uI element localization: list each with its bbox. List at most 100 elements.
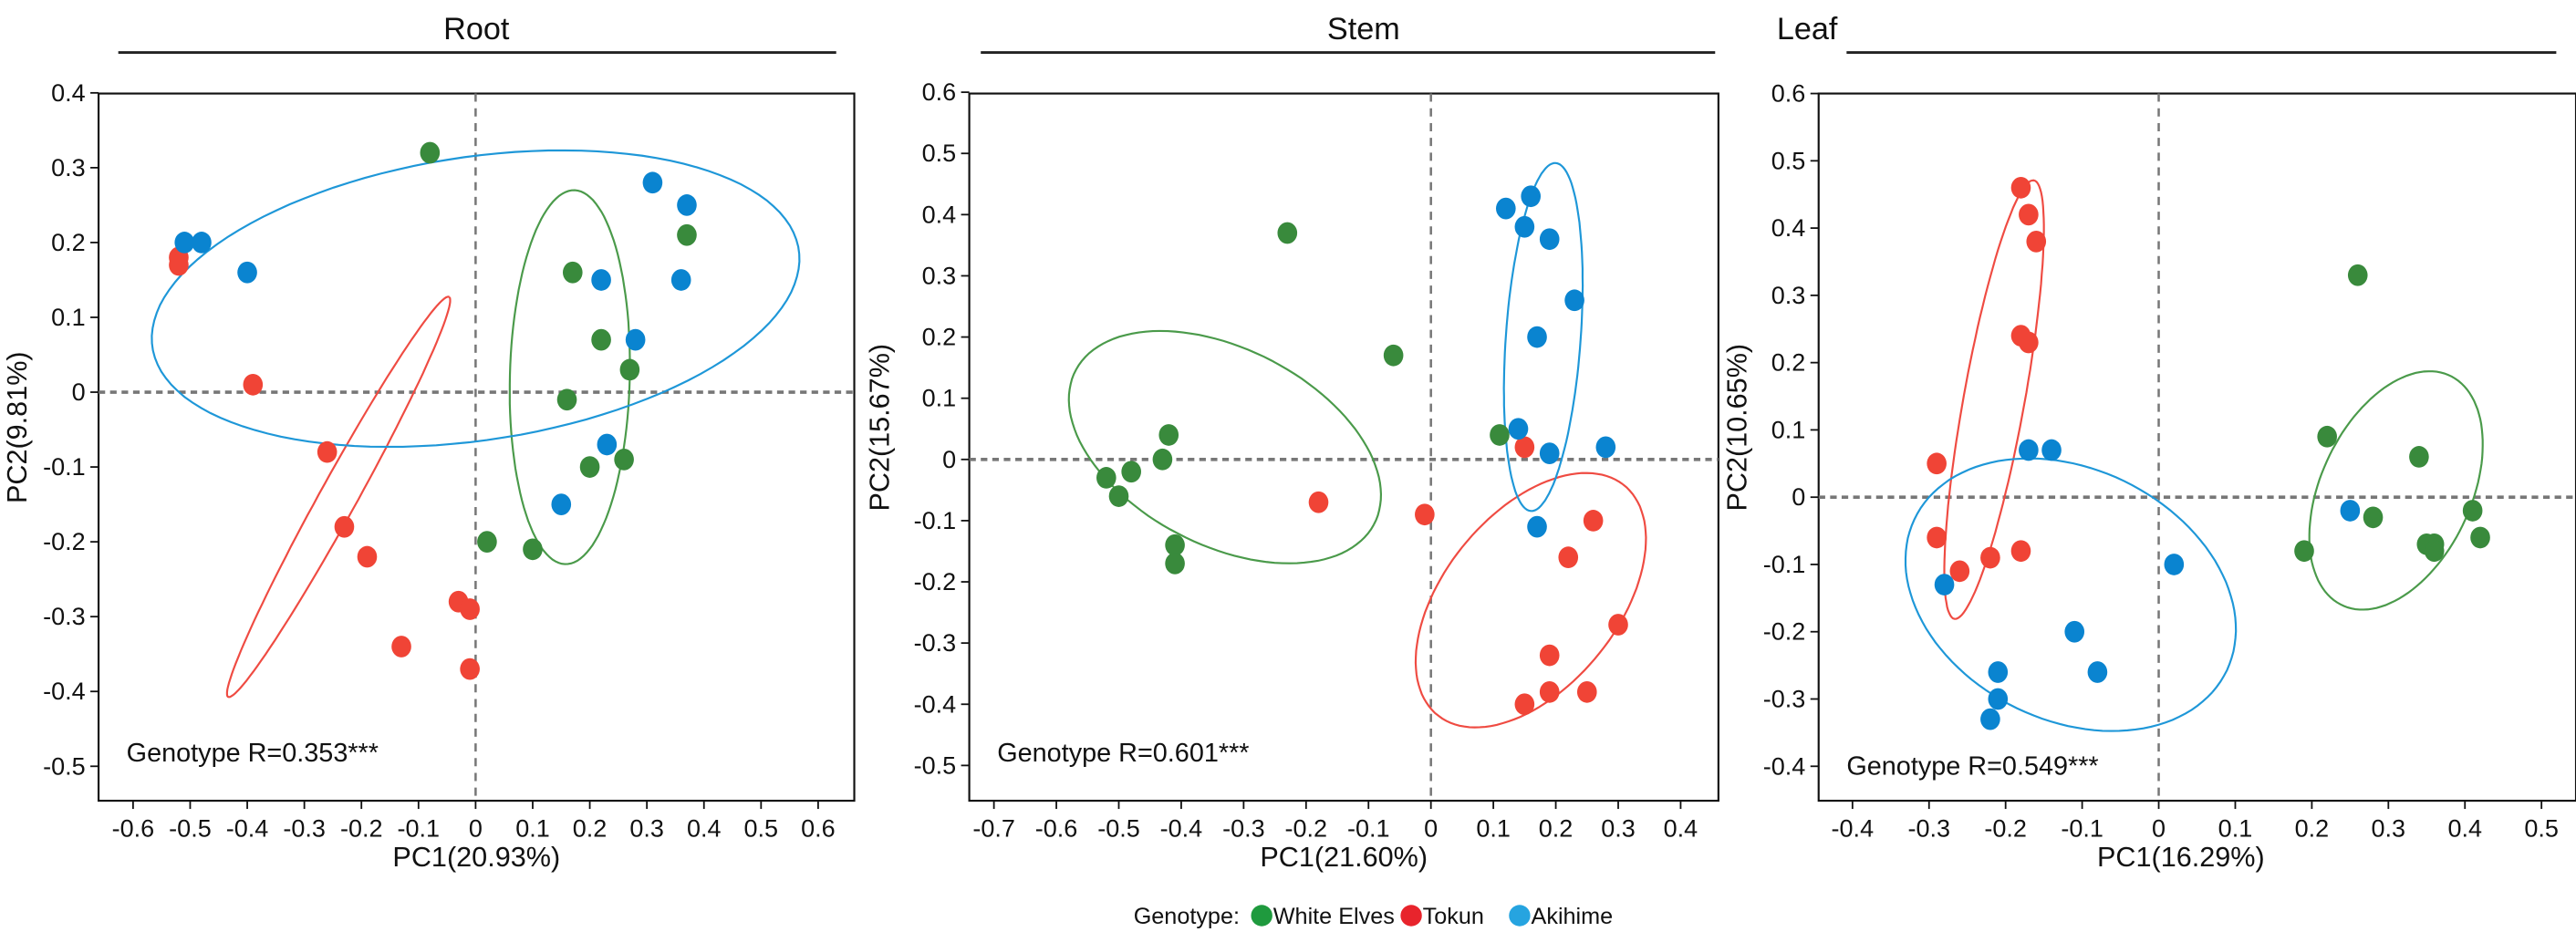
point-tokun — [1558, 546, 1579, 569]
legend-label-akihime: Akihime — [1532, 904, 1614, 929]
point-akihime — [2087, 661, 2108, 683]
y-tick-label: -0.5 — [43, 752, 86, 780]
x-tick-label: -0.3 — [1222, 815, 1265, 843]
y-tick-label: 0.1 — [1771, 416, 1806, 443]
panel-title: Stem — [1327, 12, 1400, 47]
y-tick-label: 0 — [1792, 483, 1805, 511]
legend-swatch-white-elves — [1251, 905, 1272, 927]
y-tick-label: -0.1 — [1763, 551, 1806, 578]
point-tokun — [2019, 203, 2039, 226]
point-white-elves — [2294, 540, 2314, 563]
y-tick-label: 0.3 — [922, 262, 957, 289]
x-tick-label: -0.1 — [1347, 815, 1390, 843]
y-tick-label: -0.3 — [1763, 686, 1806, 713]
x-tick-label: 0.5 — [744, 815, 779, 843]
point-akihime — [1539, 228, 1560, 251]
point-white-elves — [2409, 446, 2429, 468]
x-tick-label: 0.1 — [1476, 815, 1511, 843]
point-white-elves — [1121, 461, 1141, 483]
point-akihime — [642, 171, 663, 194]
y-tick-label: -0.1 — [914, 507, 957, 534]
point-white-elves — [1383, 344, 1404, 367]
x-tick-label: -0.2 — [1285, 815, 1328, 843]
plot-frame — [968, 92, 1719, 803]
point-white-elves — [1277, 222, 1298, 244]
point-white-elves — [2470, 526, 2490, 549]
x-tick-label: 0 — [469, 815, 483, 843]
point-akihime — [1514, 215, 1535, 238]
point-white-elves — [2347, 264, 2368, 286]
point-tokun — [1514, 436, 1535, 459]
x-tick-label: 0.6 — [801, 815, 836, 843]
y-tick-label: 0 — [72, 378, 86, 406]
point-akihime — [2340, 500, 2361, 522]
panel-title: Root — [443, 12, 510, 47]
point-tokun — [1927, 452, 1947, 475]
y-tick-label: 0.3 — [1771, 282, 1806, 309]
y-tick-label: -0.3 — [43, 603, 86, 630]
point-white-elves — [1165, 533, 1185, 556]
y-tick-label: -0.5 — [914, 751, 957, 779]
point-akihime — [192, 232, 212, 254]
point-akihime — [1595, 436, 1616, 459]
x-tick-label: -0.3 — [283, 815, 326, 843]
point-akihime — [551, 493, 572, 515]
anosim-annotation: Genotype R=0.601*** — [997, 739, 1249, 768]
point-akihime — [677, 194, 697, 216]
point-tokun — [1514, 693, 1535, 716]
y-axis-label: PC2(9.81%) — [2, 351, 33, 503]
point-white-elves — [1152, 448, 1173, 471]
point-tokun — [334, 515, 355, 538]
legend-label-white-elves: White Elves — [1273, 904, 1395, 929]
y-tick-label: -0.2 — [914, 568, 957, 595]
y-tick-label: 0.6 — [1771, 80, 1806, 108]
point-akihime — [1527, 326, 1547, 348]
point-tokun — [357, 545, 378, 568]
point-akihime — [2164, 554, 2185, 575]
point-akihime — [591, 269, 611, 291]
point-tokun — [1980, 546, 2000, 569]
y-tick-label: 0.2 — [1771, 349, 1806, 377]
y-tick-label: 0 — [942, 446, 956, 473]
y-tick-label: 0.3 — [51, 154, 86, 181]
legend-title: Genotype: — [1134, 904, 1240, 929]
y-tick-label: 0.2 — [51, 229, 86, 256]
point-tokun — [1539, 644, 1560, 667]
point-akihime — [2019, 439, 2039, 461]
point-tokun — [243, 373, 264, 396]
point-akihime — [1564, 289, 1584, 312]
point-akihime — [1980, 708, 2000, 730]
x-tick-label: -0.4 — [1832, 815, 1875, 843]
y-tick-label: -0.2 — [43, 528, 86, 555]
point-white-elves — [1158, 424, 1179, 446]
point-white-elves — [619, 358, 640, 381]
y-tick-label: 0.5 — [1771, 147, 1806, 174]
x-axis-label: PC1(21.60%) — [1260, 842, 1428, 873]
x-tick-label: -0.3 — [1907, 815, 1950, 843]
point-tokun — [1539, 680, 1560, 703]
x-tick-label: -0.5 — [1097, 815, 1140, 843]
point-akihime — [237, 261, 257, 284]
point-tokun — [2010, 176, 2031, 199]
point-akihime — [1508, 418, 1529, 440]
point-tokun — [391, 636, 411, 658]
point-white-elves — [556, 388, 577, 411]
legend-swatch-tokun — [1400, 905, 1422, 927]
point-tokun — [1927, 526, 1947, 549]
confidence-ellipse-white-elves — [2308, 370, 2484, 611]
x-tick-label: -0.4 — [226, 815, 269, 843]
point-tokun — [1583, 510, 1604, 532]
y-tick-label: 0.5 — [922, 140, 957, 167]
point-white-elves — [677, 223, 697, 246]
x-axis-label: PC1(20.93%) — [392, 842, 560, 873]
legend-swatch-akihime — [1509, 905, 1531, 927]
point-akihime — [1527, 515, 1547, 538]
confidence-ellipse-akihime — [1904, 457, 2238, 732]
x-tick-label: -0.6 — [1035, 815, 1078, 843]
y-axis-label: PC2(10.65%) — [1721, 344, 1752, 512]
x-tick-label: -0.2 — [1984, 815, 2027, 843]
y-tick-label: -0.4 — [914, 690, 957, 718]
point-tokun — [1608, 614, 1628, 636]
point-tokun — [317, 440, 338, 463]
